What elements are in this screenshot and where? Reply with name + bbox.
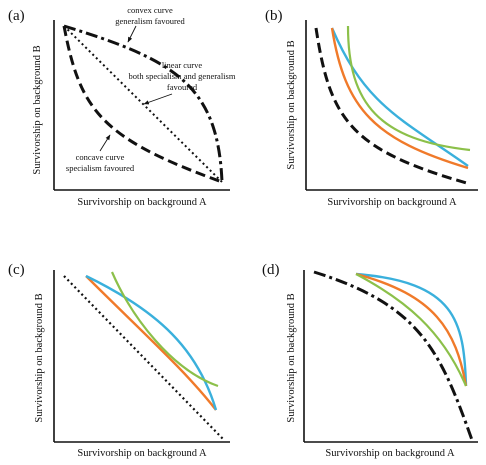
panel-d-blue-curve [355,272,468,387]
panel-a: (a) Survivorship on background A Survivo… [8,5,236,208]
panel-d-green-curve [355,273,468,387]
panel-b: (b) Survivorship on background A Survivo… [265,8,478,208]
annotation-linear-line1: linear curve [162,60,203,70]
panel-c-x-label: Survivorship on background A [77,448,207,459]
panel-b-blue-curve [330,27,469,167]
panel-b-orange-curve [330,27,469,170]
panel-b-black-dashed-curve [314,27,471,186]
annotation-concave-line1: concave curve [76,152,125,162]
panel-d-y-label: Survivorship on background B [286,293,297,422]
panel-b-green-curve [346,25,471,152]
panel-a-y-label: Survivorship on background B [32,45,43,174]
panel-a-label: (a) [8,8,25,24]
panel-d: (d) Survivorship on background A Survivo… [262,262,478,459]
annotation-convex-arrow [127,25,137,43]
annotation-concave-arrow [99,134,111,152]
panel-d-x-label: Survivorship on background A [325,448,455,459]
panel-c: (c) Survivorship on background A Survivo… [8,262,230,459]
panel-c-label: (c) [8,262,25,278]
panel-c-y-label: Survivorship on background B [34,293,45,422]
convex-curve [63,24,224,183]
panel-a-x-label: Survivorship on background A [77,197,207,208]
annotation-linear-line2: both specialism and generalism [129,71,236,81]
panel-d-label: (d) [262,262,280,278]
annotation-linear-line3: favoured [167,82,198,92]
panel-b-label: (b) [265,8,283,24]
panel-b-y-label: Survivorship on background B [286,40,297,169]
annotation-linear-arrow [143,93,173,105]
panel-d-orange-curve [355,272,468,387]
annotation-convex-line1: convex curve [127,5,173,15]
panel-c-blue-curve [85,274,218,411]
annotation-convex-line2: generalism favoured [115,16,185,26]
panel-c-black-dotted-line [63,275,225,441]
annotation-concave-line2: specialism favoured [66,163,135,173]
panel-c-orange-curve [85,275,217,411]
panel-b-x-label: Survivorship on background A [327,197,457,208]
panel-d-black-dashdot-curve [313,270,474,441]
panel-c-green-curve [110,271,219,388]
linear-curve [63,25,223,183]
